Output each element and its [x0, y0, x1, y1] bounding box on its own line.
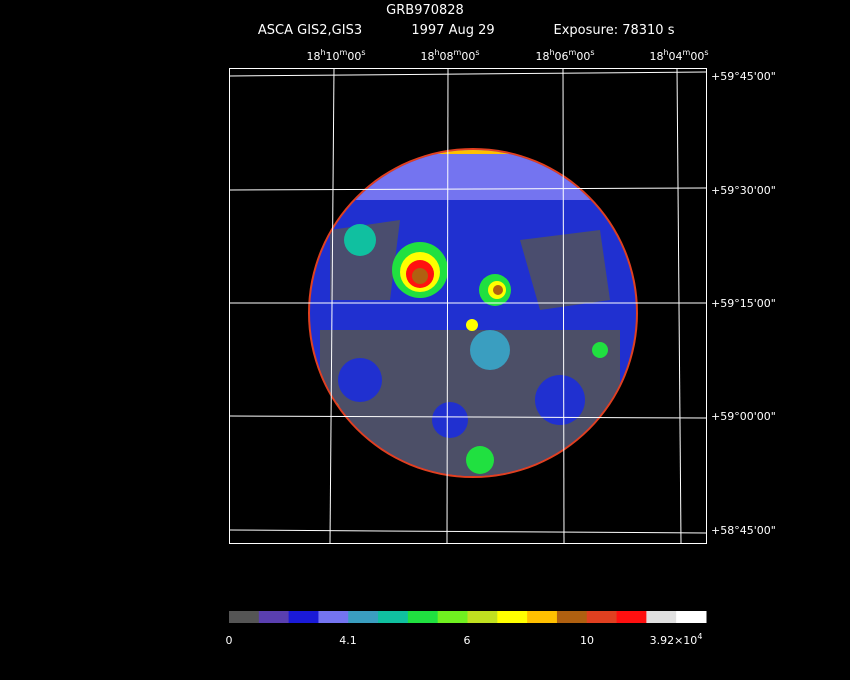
label-part: 10 — [326, 50, 340, 63]
colorbar-segment — [348, 611, 379, 623]
date: 1997 Aug 29 — [411, 23, 494, 38]
x-ray-image — [308, 148, 638, 478]
superscript: h — [434, 48, 439, 57]
label: 18h08m00s — [420, 48, 479, 63]
label-part: 08 — [440, 50, 454, 63]
colorbar-segment — [407, 611, 439, 623]
colorbar-segment — [318, 611, 349, 623]
grid-line — [228, 71, 707, 77]
image-disk — [310, 150, 636, 476]
grid-line — [676, 67, 682, 544]
superscript: h — [663, 48, 668, 57]
grid-line — [228, 415, 707, 419]
exposure: Exposure: 78310 s — [554, 23, 675, 38]
label-part: 10 — [580, 634, 594, 647]
label-part: 06 — [555, 50, 569, 63]
label-part: 18 — [535, 50, 549, 63]
colorbar-segment — [378, 611, 409, 623]
label-part: 00 — [576, 50, 590, 63]
superscript: 4 — [697, 632, 702, 641]
coordinate-grid — [228, 67, 707, 544]
label-part: 18 — [306, 50, 320, 63]
colorbar-segment — [437, 611, 468, 623]
label-part: 00 — [347, 50, 361, 63]
label: 18h10m00s — [306, 48, 365, 63]
superscript: h — [549, 48, 554, 57]
superscript: s — [704, 48, 708, 57]
colorbar-segment — [467, 611, 498, 623]
superscript: s — [590, 48, 594, 57]
superscript: s — [475, 48, 479, 57]
dec-label: +58°45'00" — [711, 524, 776, 537]
label-part: 18 — [420, 50, 434, 63]
dec-label: +59°30'00" — [711, 184, 776, 197]
dec-label: +59°00'00" — [711, 410, 776, 423]
label-part: 0 — [226, 634, 233, 647]
grid-line — [228, 187, 707, 191]
colorbar-segment — [586, 611, 618, 623]
dec-label: +59°15'00" — [711, 297, 776, 310]
colorbar-segment — [556, 611, 588, 623]
dec-labels: +59°45'00" +59°30'00" +59°15'00" +59°00'00"… — [711, 70, 776, 537]
label: 3.92×104 — [650, 632, 703, 647]
colorbar: 0 4.1 6 10 3.92×104 — [226, 611, 707, 647]
label: 18h04m00s — [649, 48, 708, 63]
colorbar-segment — [288, 611, 319, 623]
grid-line — [446, 67, 449, 544]
label: 18h06m00s — [535, 48, 594, 63]
superscript: m — [340, 48, 348, 57]
superscript: h — [320, 48, 325, 57]
label: 6 — [464, 634, 471, 647]
superscript: m — [454, 48, 462, 57]
colorbar-segment — [497, 611, 528, 623]
colorbar-segment — [676, 611, 707, 623]
label-part: 6 — [464, 634, 471, 647]
label: 4.1 — [339, 634, 357, 647]
superscript: m — [683, 48, 691, 57]
label-part: 00 — [461, 50, 475, 63]
colorbar-segment — [616, 611, 647, 623]
dec-label: +59°45'00" — [711, 70, 776, 83]
frame — [229, 68, 707, 544]
label-part: 18 — [649, 50, 663, 63]
title: GRB970828 — [386, 3, 464, 18]
label-part: 00 — [690, 50, 704, 63]
colorbar-segment — [229, 611, 260, 623]
colorbar-segment — [527, 611, 558, 623]
superscript: m — [569, 48, 577, 57]
colorbar-segment — [258, 611, 290, 623]
label: 0 — [226, 634, 233, 647]
colorbar-segment — [646, 611, 677, 623]
label-part: 4.1 — [339, 634, 357, 647]
label-part: 3.92×10 — [650, 634, 698, 647]
mission: ASCA GIS2,GIS3 — [258, 23, 362, 38]
superscript: s — [361, 48, 365, 57]
label-part: 04 — [669, 50, 683, 63]
label: 10 — [580, 634, 594, 647]
ra-labels: 18h10m00s 18h08m00s 18h06m00s 18h04m00s — [306, 48, 708, 63]
grid-line — [228, 529, 707, 534]
grid-line — [562, 67, 565, 544]
grid-line — [329, 67, 335, 544]
